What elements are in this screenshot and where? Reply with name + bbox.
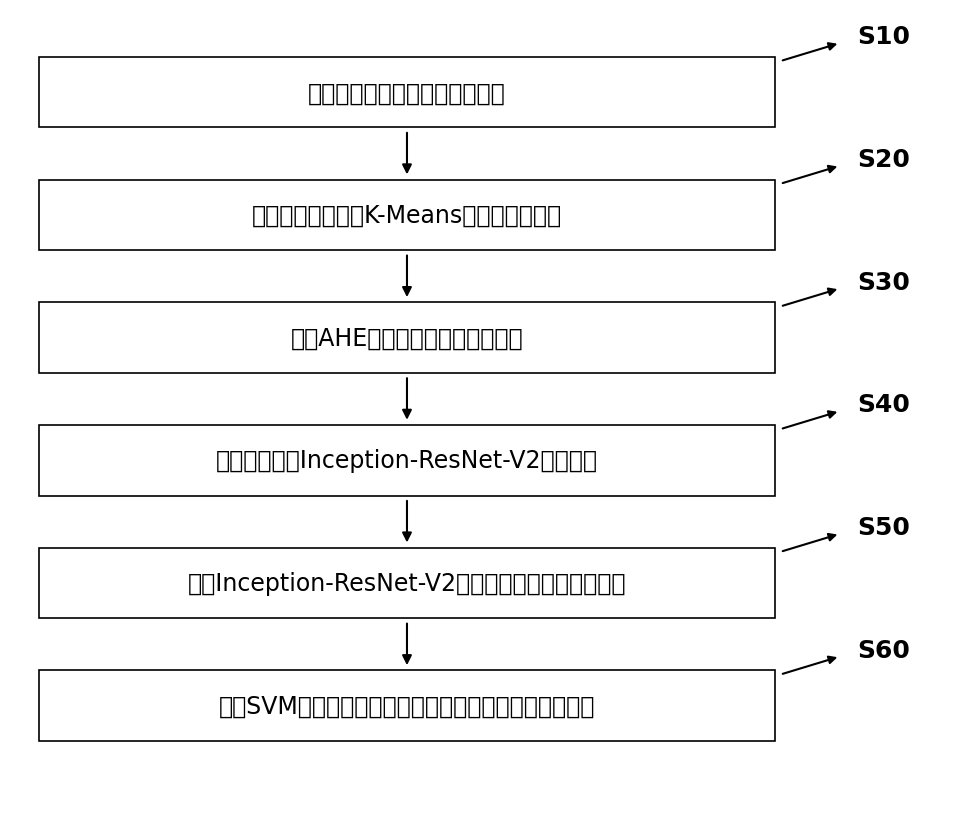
Bar (39, 426, 775, 496)
Text: S20: S20 (858, 148, 911, 171)
Text: 通过形态学操作、K-Means制作并添加掩膜: 通过形态学操作、K-Means制作并添加掩膜 (252, 204, 562, 228)
Text: S60: S60 (858, 638, 911, 662)
Text: 利用SVM处理多角度图像的预测结果，输出最终检测结果: 利用SVM处理多角度图像的预测结果，输出最终检测结果 (219, 694, 595, 718)
Bar (39, 58, 775, 128)
Text: 多个摄像头多角度采集角膜图像: 多个摄像头多角度采集角膜图像 (308, 81, 506, 105)
Text: 通过Inception-ResNet-V2网络模型实现角膜图像分类: 通过Inception-ResNet-V2网络模型实现角膜图像分类 (188, 571, 626, 595)
Text: S50: S50 (858, 516, 911, 539)
Text: S40: S40 (858, 393, 911, 416)
Bar (39, 181, 775, 251)
Text: 训练三分类的Inception-ResNet-V2网络模型: 训练三分类的Inception-ResNet-V2网络模型 (216, 449, 598, 473)
Bar (39, 671, 775, 741)
Text: 通过AHE处理提取的有效角膜图像: 通过AHE处理提取的有效角膜图像 (291, 326, 523, 350)
Bar (39, 548, 775, 619)
Text: S10: S10 (858, 26, 911, 49)
Text: S30: S30 (858, 271, 911, 294)
Bar (39, 303, 775, 373)
